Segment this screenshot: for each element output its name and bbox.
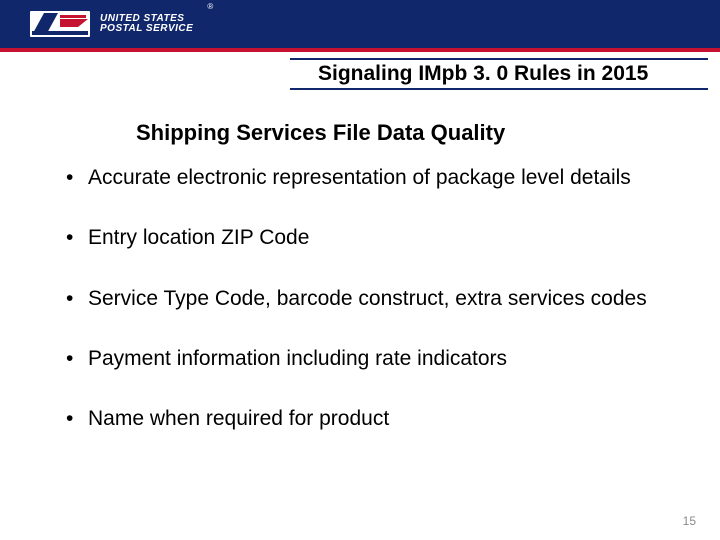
bullet-item: Name when required for product: [60, 406, 660, 432]
usps-logo-text: UNITED STATES POSTAL SERVICE: [100, 14, 193, 34]
bullet-item: Entry location ZIP Code: [60, 225, 660, 251]
registered-mark: ®: [207, 2, 213, 11]
page-number: 15: [683, 514, 696, 528]
title-bar: Signaling IMpb 3. 0 Rules in 2015: [290, 58, 708, 90]
bullet-item: Service Type Code, barcode construct, ex…: [60, 286, 660, 312]
slide: UNITED STATES POSTAL SERVICE ® Signaling…: [0, 0, 720, 540]
header-bar: UNITED STATES POSTAL SERVICE ®: [0, 0, 720, 48]
red-divider: [0, 48, 720, 52]
slide-subtitle: Shipping Services File Data Quality: [136, 120, 505, 146]
bullet-list: Accurate electronic representation of pa…: [60, 165, 660, 466]
logo-line2: POSTAL SERVICE: [100, 24, 193, 34]
bullet-item: Payment information including rate indic…: [60, 346, 660, 372]
bullet-item: Accurate electronic representation of pa…: [60, 165, 660, 191]
slide-title: Signaling IMpb 3. 0 Rules in 2015: [318, 62, 648, 85]
usps-eagle-icon: [30, 5, 90, 43]
